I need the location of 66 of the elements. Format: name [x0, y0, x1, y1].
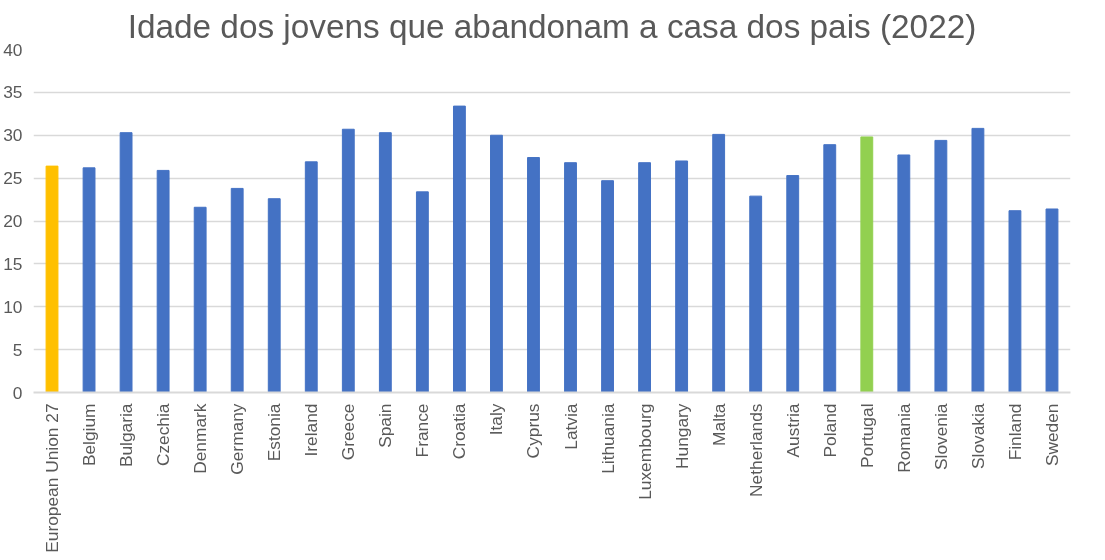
bar: [304, 161, 318, 393]
y-tick-label: 35: [3, 82, 23, 103]
x-tick-label: Austria: [782, 403, 803, 458]
bar: [712, 133, 726, 393]
bar: [786, 175, 800, 393]
chart-title: Idade dos jovens que abandonam a casa dos pais (2022): [127, 7, 977, 45]
x-tick-label: Cyprus: [523, 403, 544, 459]
x-tick-label: Czechia: [153, 403, 174, 467]
bar: [193, 206, 207, 393]
x-tick-label: Latvia: [560, 403, 581, 450]
y-tick-label: 40: [3, 39, 23, 60]
bar: [564, 162, 577, 393]
bar: [490, 134, 503, 393]
y-tick-label: 15: [3, 253, 23, 274]
x-tick-label: Croatia: [449, 403, 470, 460]
bar: [156, 169, 170, 393]
x-tick-label: Slovakia: [967, 403, 988, 469]
x-tick-label: Italy: [486, 403, 507, 436]
y-tick-label: 25: [3, 168, 23, 189]
x-tick-label: Finland: [1004, 403, 1025, 461]
bar: [230, 187, 244, 393]
y-tick-label: 20: [3, 211, 23, 231]
bar: [638, 162, 652, 393]
x-tick-label: Belgium: [79, 403, 100, 467]
x-tick-label: Denmark: [190, 403, 211, 474]
x-tick-label: European Union 27: [42, 403, 63, 553]
y-tick-label: 10: [3, 296, 23, 317]
x-tick-label: Romania: [893, 403, 914, 473]
bar: [267, 198, 281, 393]
x-tick-label: Malta: [708, 403, 729, 446]
bar: [823, 144, 837, 393]
x-tick-label: Poland: [819, 403, 840, 458]
x-tick-label: Sweden: [1041, 403, 1062, 467]
bar: [1008, 210, 1022, 393]
bar: [601, 180, 614, 393]
bar: [1045, 208, 1059, 393]
y-tick-label: 30: [3, 125, 23, 146]
bar: [119, 132, 133, 393]
x-tick-label: Greece: [338, 403, 359, 461]
x-tick-label: Estonia: [264, 403, 285, 462]
bar: [860, 136, 874, 393]
x-tick-label: Hungary: [671, 403, 692, 469]
bar: [415, 191, 429, 393]
x-tick-label: Netherlands: [745, 403, 766, 497]
x-tick-label: Ireland: [301, 403, 322, 457]
x-tick-label: Spain: [375, 403, 396, 448]
x-tick-label: Bulgaria: [116, 403, 137, 468]
bar: [341, 128, 355, 393]
bar: [675, 160, 689, 393]
x-tick-label: Luxembourg: [634, 403, 655, 500]
bar: [749, 195, 763, 393]
y-tick-label: 0: [12, 382, 23, 403]
x-tick-label: Slovenia: [930, 403, 951, 470]
bar: [897, 154, 911, 393]
x-tick-label: Portugal: [856, 403, 877, 469]
bar: [934, 139, 948, 393]
y-tick-label: 5: [12, 339, 23, 360]
x-tick-label: Germany: [227, 403, 248, 475]
x-tick-label: Lithuania: [597, 403, 618, 474]
bar: [971, 127, 985, 393]
bar: [452, 105, 466, 393]
bar: [82, 167, 96, 393]
bar: [527, 157, 540, 393]
x-tick-label: France: [412, 403, 433, 458]
bar: [45, 165, 59, 393]
bar: [378, 132, 392, 393]
